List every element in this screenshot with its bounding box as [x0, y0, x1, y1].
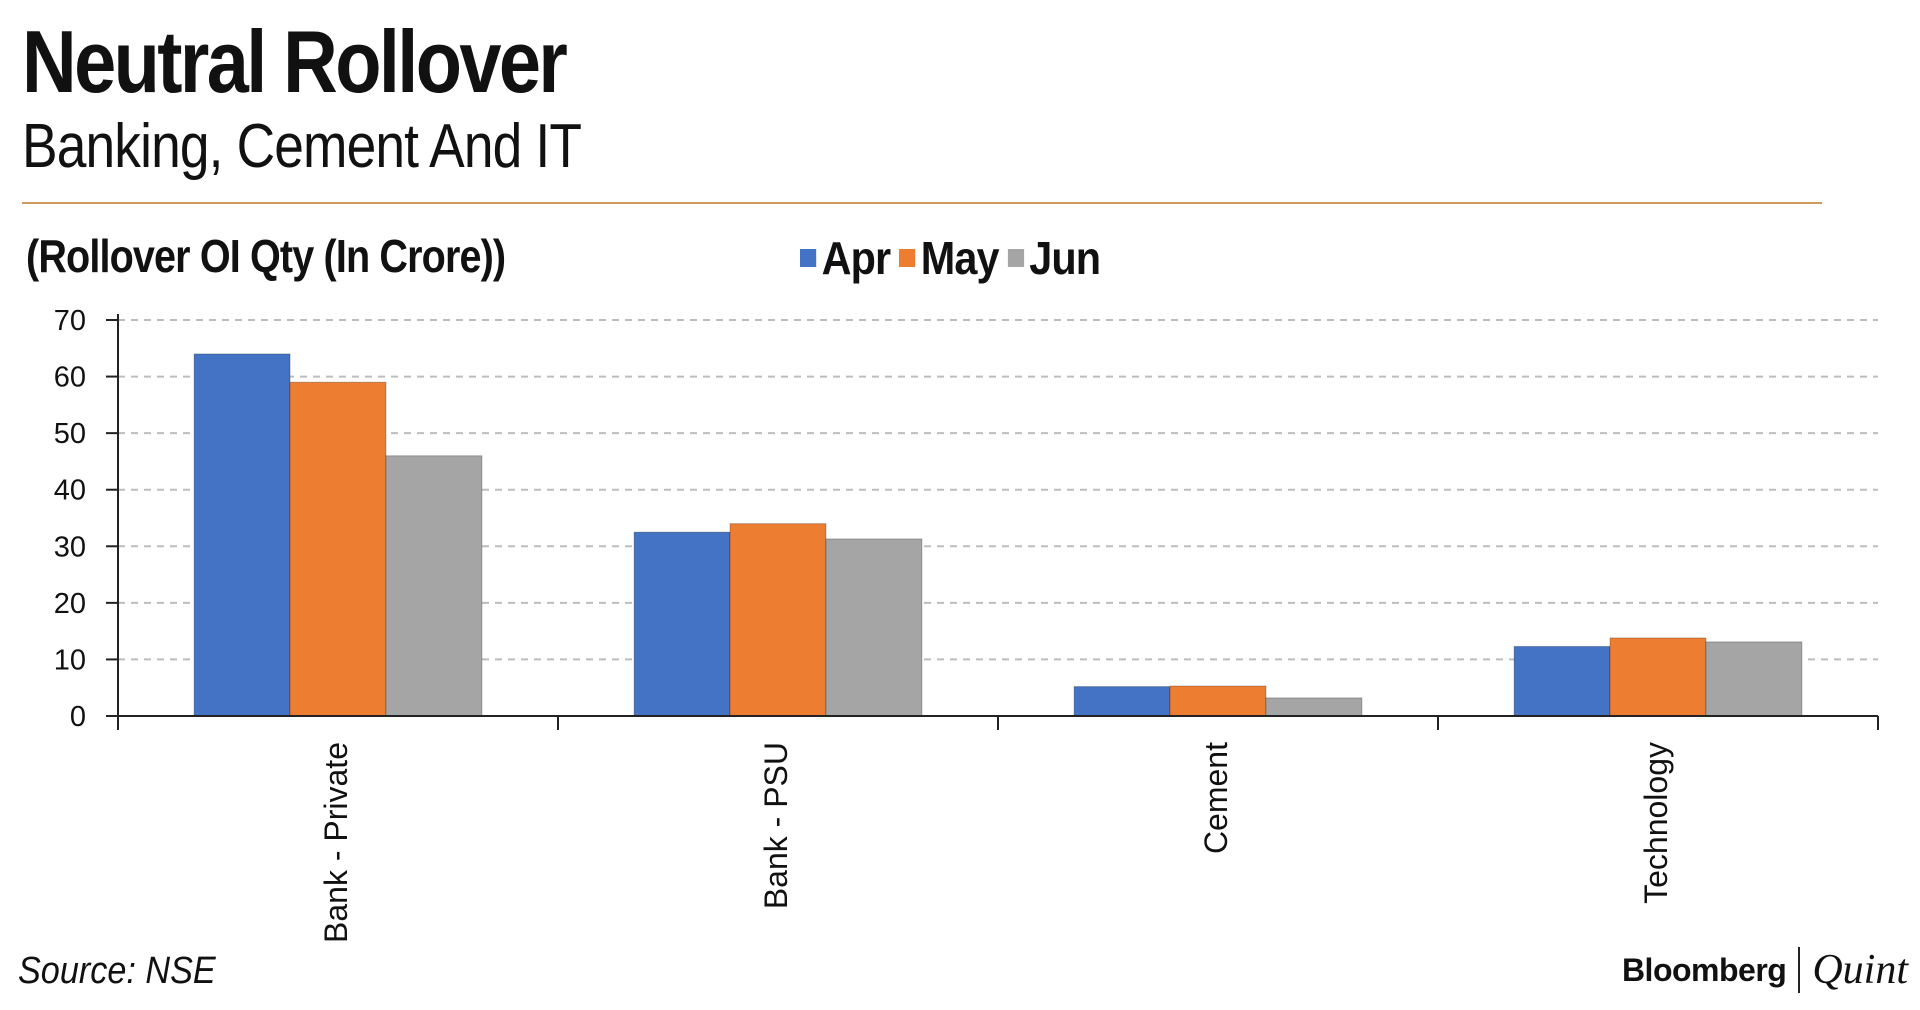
brand-logo: Bloomberg Quint: [1622, 946, 1908, 994]
axis-labels: 0 10 20 30 40 50 60 70 Bank - Private Bank - PSU C…: [54, 305, 1674, 943]
chart-title: Neutral Rollover: [22, 12, 568, 111]
y-tick-label-4: 40: [54, 475, 86, 507]
bar-jun-1: [825, 538, 923, 717]
unit-label: (Rollover OI Qty (In Crore)): [26, 230, 506, 282]
bar-apr-0: [193, 353, 291, 717]
legend-swatch-may: [899, 249, 916, 267]
bar-apr-1: [633, 531, 731, 717]
legend-label-apr: Apr: [821, 232, 892, 284]
chart-subtitle: Banking, Cement And IT: [22, 112, 582, 181]
bar-may-3: [1609, 637, 1707, 717]
bar-jun-0: [385, 455, 483, 717]
axes: [106, 314, 1879, 730]
x-category-label-3: Technology: [1638, 742, 1674, 904]
bar-may-2: [1169, 685, 1267, 717]
legend-label-jun: Jun: [1029, 232, 1101, 284]
bar-may-0: [289, 381, 387, 717]
legend-label-may: May: [920, 232, 1000, 284]
bar-jun-2: [1265, 697, 1363, 717]
legend-item-apr: Apr: [800, 232, 892, 284]
bar-jun-3: [1705, 641, 1803, 717]
title-divider: [22, 202, 1822, 204]
y-tick-label-2: 20: [54, 588, 86, 620]
y-tick-label-0: 0: [70, 701, 86, 733]
legend-item-jun: Jun: [1007, 232, 1101, 284]
y-tick-label-5: 50: [54, 418, 86, 450]
brand-separator: [1798, 947, 1801, 993]
source-note: Source: NSE: [18, 950, 216, 992]
y-tick-label-7: 70: [54, 305, 86, 337]
legend-item-may: May: [899, 232, 1000, 284]
legend-swatch-apr: [800, 249, 817, 267]
x-category-label-1: Bank - PSU: [758, 742, 794, 909]
bars: [193, 353, 1803, 717]
bar-apr-2: [1073, 686, 1171, 717]
bar-may-1: [729, 523, 827, 717]
brand-secondary: Quint: [1812, 947, 1908, 993]
legend-swatch-jun: [1007, 249, 1024, 267]
y-tick-label-3: 30: [54, 531, 86, 563]
y-tick-label-1: 10: [54, 644, 86, 676]
brand-primary: Bloomberg: [1621, 951, 1787, 988]
y-tick-label-6: 60: [54, 362, 86, 394]
x-category-label-0: Bank - Private: [318, 742, 354, 943]
legend: Apr May Jun: [800, 232, 1101, 284]
bar-apr-3: [1513, 645, 1611, 717]
x-category-label-2: Cement: [1198, 742, 1234, 854]
